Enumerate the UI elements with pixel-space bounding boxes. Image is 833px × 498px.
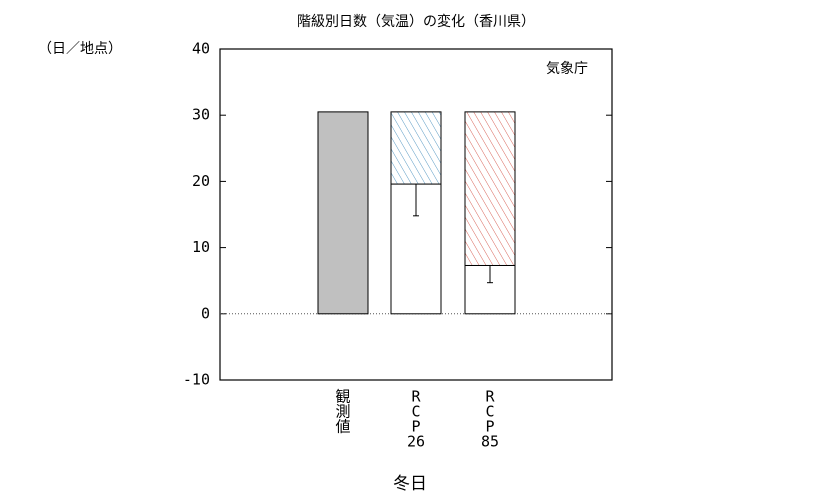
y-tick-label: -10	[183, 371, 210, 389]
x-tick-label: C	[485, 403, 494, 421]
bar	[317, 111, 369, 315]
x-tick-label: 観	[335, 388, 350, 406]
y-tick-label: 10	[192, 238, 210, 256]
x-tick-label: C	[411, 403, 420, 421]
bar	[464, 111, 516, 266]
y-tick-label: 30	[192, 106, 210, 124]
y-tick-label: 40	[192, 40, 210, 58]
y-tick-label: 0	[201, 304, 210, 322]
y-tick-label: 20	[192, 172, 210, 190]
x-tick-label: 26	[407, 433, 425, 451]
x-axis-title: 冬日	[393, 474, 427, 494]
chart-title: 階級別日数（気温）の変化（香川県）	[297, 13, 535, 30]
x-tick-label: R	[411, 388, 421, 406]
x-tick-label: P	[411, 418, 420, 436]
x-tick-label: 85	[481, 433, 499, 451]
x-tick-label: 値	[335, 418, 350, 436]
x-tick-label: 測	[335, 403, 350, 421]
x-tick-label: P	[485, 418, 494, 436]
y-unit: （日／地点）	[38, 41, 122, 57]
bar	[390, 111, 442, 185]
source: 気象庁	[546, 61, 588, 77]
x-tick-label: R	[485, 388, 495, 406]
plot-frame	[219, 48, 613, 381]
